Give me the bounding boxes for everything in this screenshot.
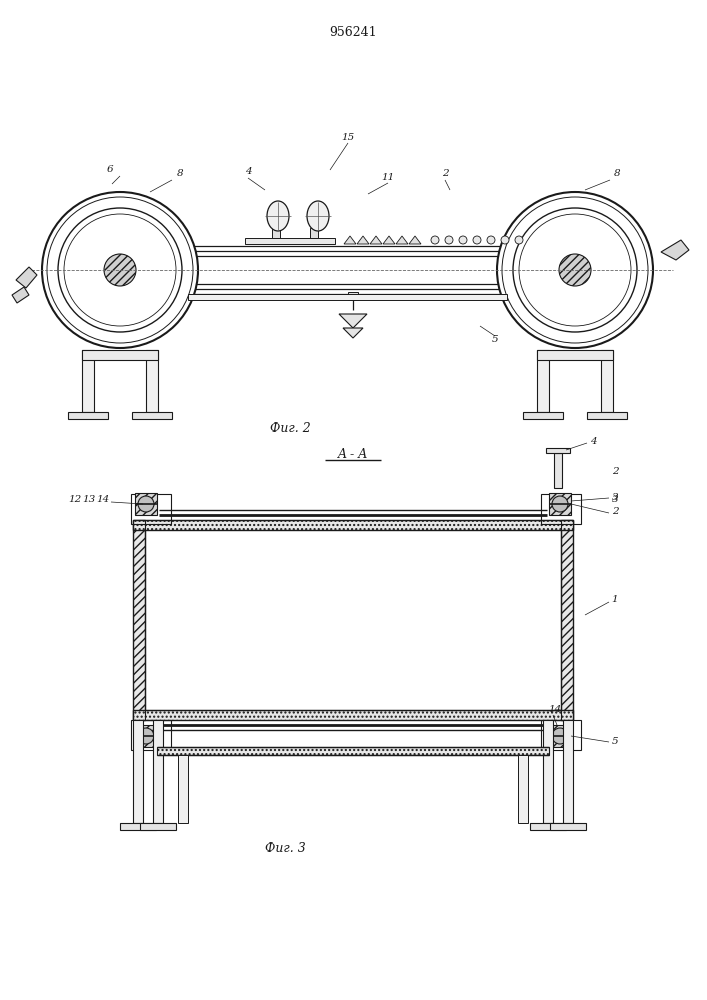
Circle shape <box>459 236 467 244</box>
Circle shape <box>47 197 193 343</box>
Bar <box>554 453 562 488</box>
Circle shape <box>513 208 637 332</box>
Text: 5: 5 <box>491 336 498 344</box>
Bar <box>550 823 586 830</box>
Circle shape <box>138 496 154 512</box>
Circle shape <box>559 254 591 286</box>
Circle shape <box>104 254 136 286</box>
Bar <box>601 350 613 412</box>
Bar <box>82 350 158 360</box>
Text: 8: 8 <box>177 169 183 178</box>
Bar <box>133 520 145 720</box>
Bar <box>135 493 157 515</box>
Text: 2: 2 <box>442 169 448 178</box>
Bar <box>133 710 573 720</box>
Polygon shape <box>16 267 37 288</box>
Polygon shape <box>12 287 29 303</box>
Bar <box>563 720 573 823</box>
Bar <box>518 755 528 823</box>
Text: 1: 1 <box>612 595 619 604</box>
Polygon shape <box>396 236 408 244</box>
Polygon shape <box>339 314 367 328</box>
Circle shape <box>431 236 439 244</box>
Text: 12: 12 <box>69 495 81 504</box>
Polygon shape <box>409 236 421 244</box>
Bar <box>541 494 581 524</box>
Text: 4: 4 <box>245 167 251 176</box>
Polygon shape <box>344 236 356 244</box>
Bar <box>543 720 553 823</box>
Bar <box>587 412 627 419</box>
Text: 956241: 956241 <box>329 25 377 38</box>
Circle shape <box>552 496 568 512</box>
Bar <box>561 520 573 720</box>
Text: 13: 13 <box>83 495 95 504</box>
Text: 4: 4 <box>590 436 596 446</box>
Polygon shape <box>370 236 382 244</box>
Bar <box>82 350 94 412</box>
Bar <box>245 238 335 244</box>
Polygon shape <box>383 236 395 244</box>
Circle shape <box>502 197 648 343</box>
Circle shape <box>487 236 495 244</box>
Circle shape <box>515 236 523 244</box>
Text: 14: 14 <box>96 495 110 504</box>
Bar <box>153 720 163 823</box>
Circle shape <box>519 214 631 326</box>
Bar <box>133 720 143 823</box>
Ellipse shape <box>267 201 289 231</box>
Bar <box>131 720 171 750</box>
Bar <box>135 725 157 747</box>
Bar <box>537 350 613 360</box>
Bar <box>188 294 507 300</box>
Bar <box>140 823 176 830</box>
Text: 2: 2 <box>612 508 619 516</box>
Bar <box>523 412 563 419</box>
Text: 8: 8 <box>614 169 620 178</box>
Circle shape <box>497 192 653 348</box>
Bar <box>68 412 108 419</box>
Bar <box>549 725 571 747</box>
Ellipse shape <box>307 201 329 231</box>
Polygon shape <box>357 236 369 244</box>
Bar <box>178 755 188 823</box>
Text: 3: 3 <box>612 495 619 504</box>
Bar <box>146 350 158 412</box>
Text: 11: 11 <box>381 172 395 182</box>
Text: 2: 2 <box>612 468 619 477</box>
Circle shape <box>138 728 154 744</box>
Text: 15: 15 <box>341 132 355 141</box>
Bar <box>537 350 549 412</box>
Bar <box>549 493 571 515</box>
Bar <box>132 412 172 419</box>
Text: 3: 3 <box>612 493 619 502</box>
Bar <box>272 228 280 238</box>
Text: 6: 6 <box>107 165 113 174</box>
Polygon shape <box>343 328 363 338</box>
Text: A - A: A - A <box>338 448 368 460</box>
Circle shape <box>445 236 453 244</box>
Text: Фиг. 3: Фиг. 3 <box>264 842 305 854</box>
Bar <box>348 292 358 300</box>
Circle shape <box>42 192 198 348</box>
Bar <box>546 448 570 453</box>
Bar <box>157 747 549 755</box>
Bar <box>310 228 318 238</box>
Text: Фиг. 2: Фиг. 2 <box>269 422 310 434</box>
Circle shape <box>58 208 182 332</box>
Bar <box>541 720 581 750</box>
Circle shape <box>552 728 568 744</box>
Bar <box>131 494 171 524</box>
Bar <box>120 823 156 830</box>
Bar <box>133 520 573 530</box>
Text: 5: 5 <box>612 738 619 746</box>
Circle shape <box>64 214 176 326</box>
Text: 14: 14 <box>549 706 561 714</box>
Circle shape <box>473 236 481 244</box>
Polygon shape <box>661 240 689 260</box>
Circle shape <box>501 236 509 244</box>
Bar <box>530 823 566 830</box>
